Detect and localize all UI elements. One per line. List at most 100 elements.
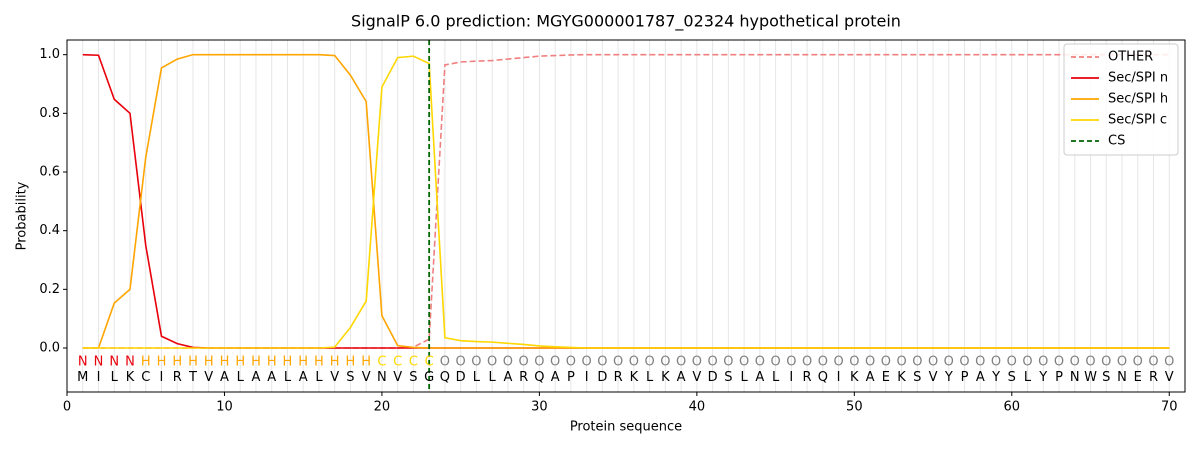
- residue-label: L: [1024, 370, 1032, 385]
- region-label: O: [534, 354, 544, 369]
- residue-label: A: [976, 370, 985, 385]
- region-label: H: [204, 354, 214, 369]
- residue-label: I: [160, 370, 164, 385]
- region-label: O: [456, 354, 466, 369]
- region-label: O: [707, 354, 717, 369]
- region-label: H: [172, 354, 182, 369]
- region-label: H: [188, 354, 198, 369]
- y-tick-label: 0.2: [39, 282, 60, 297]
- residue-label: D: [456, 370, 466, 385]
- region-label: O: [487, 354, 497, 369]
- residue-label: S: [724, 370, 732, 385]
- residue-label: V: [362, 370, 371, 385]
- region-label: O: [566, 354, 576, 369]
- legend-label: Sec/SPI h: [1108, 92, 1168, 107]
- y-axis-label: Probability: [15, 181, 30, 250]
- region-label: O: [503, 354, 513, 369]
- residue-label: N: [377, 370, 387, 385]
- residue-label: V: [692, 370, 701, 385]
- residue-label: P: [567, 370, 575, 385]
- y-tick-label: 0.4: [39, 223, 60, 238]
- residue-label: A: [267, 370, 276, 385]
- legend-label: Sec/SPI n: [1108, 71, 1168, 86]
- region-label: H: [330, 354, 340, 369]
- residue-label: I: [837, 370, 841, 385]
- region-label: O: [944, 354, 954, 369]
- residue-label: L: [740, 370, 748, 385]
- series-line: [82, 55, 1170, 349]
- region-label: O: [770, 354, 780, 369]
- region-label: N: [109, 354, 119, 369]
- residue-label: V: [330, 370, 339, 385]
- residue-label: A: [755, 370, 764, 385]
- region-label: O: [991, 354, 1001, 369]
- region-label: O: [550, 354, 560, 369]
- residue-label: A: [220, 370, 229, 385]
- region-label: N: [94, 354, 104, 369]
- residue-label: K: [126, 370, 135, 385]
- region-label: H: [251, 354, 261, 369]
- region-label: O: [723, 354, 733, 369]
- region-label: O: [802, 354, 812, 369]
- residue-label: R: [614, 370, 623, 385]
- residue-label: V: [929, 370, 938, 385]
- legend-box: [1063, 43, 1179, 156]
- region-label: O: [597, 354, 607, 369]
- residue-label: D: [708, 370, 718, 385]
- residue-label: A: [299, 370, 308, 385]
- residue-label: L: [473, 370, 481, 385]
- residue-label: P: [961, 370, 969, 385]
- residue-label: R: [173, 370, 182, 385]
- region-label: O: [849, 354, 859, 369]
- legend-label: OTHER: [1108, 50, 1153, 65]
- residue-label: Y: [944, 370, 953, 385]
- residue-label: V: [393, 370, 402, 385]
- region-label: C: [377, 354, 386, 369]
- y-tick-label: 0.0: [39, 341, 60, 356]
- residue-label: K: [661, 370, 670, 385]
- x-tick-label: 60: [1004, 400, 1021, 415]
- x-tick-label: 30: [531, 400, 548, 415]
- region-label: H: [220, 354, 230, 369]
- residue-label: L: [315, 370, 323, 385]
- residue-label: K: [630, 370, 639, 385]
- residue-label: V: [204, 370, 213, 385]
- residue-label: S: [346, 370, 354, 385]
- x-tick-label: 10: [216, 400, 233, 415]
- residue-label: A: [677, 370, 686, 385]
- region-label: O: [833, 354, 843, 369]
- region-label: O: [865, 354, 875, 369]
- residue-label: N: [1070, 370, 1080, 385]
- residue-label: R: [1149, 370, 1158, 385]
- residue-label: L: [237, 370, 245, 385]
- residue-label: Y: [991, 370, 1000, 385]
- residue-label: L: [772, 370, 780, 385]
- residue-label: W: [1084, 370, 1097, 385]
- y-tick-label: 1.0: [39, 47, 60, 62]
- residue-label: N: [1117, 370, 1127, 385]
- series-line: [82, 53, 1170, 349]
- residue-label: S: [913, 370, 921, 385]
- legend-label: Sec/SPI c: [1108, 113, 1167, 128]
- region-label: O: [1022, 354, 1032, 369]
- region-label: O: [896, 354, 906, 369]
- region-label: O: [676, 354, 686, 369]
- region-label: O: [755, 354, 765, 369]
- region-label: O: [1070, 354, 1080, 369]
- region-label: H: [267, 354, 277, 369]
- residue-label: L: [284, 370, 292, 385]
- legend-label: CS: [1108, 134, 1125, 149]
- residue-label: R: [519, 370, 528, 385]
- region-label: O: [440, 354, 450, 369]
- residue-label: Q: [534, 370, 544, 385]
- residue-label: V: [1165, 370, 1174, 385]
- region-label: C: [425, 354, 434, 369]
- residue-label: M: [77, 370, 88, 385]
- residue-label: G: [424, 370, 434, 385]
- residue-label: Q: [818, 370, 828, 385]
- residue-label: A: [551, 370, 560, 385]
- series-line: [82, 53, 1170, 349]
- residue-label: E: [1134, 370, 1142, 385]
- region-label: O: [645, 354, 655, 369]
